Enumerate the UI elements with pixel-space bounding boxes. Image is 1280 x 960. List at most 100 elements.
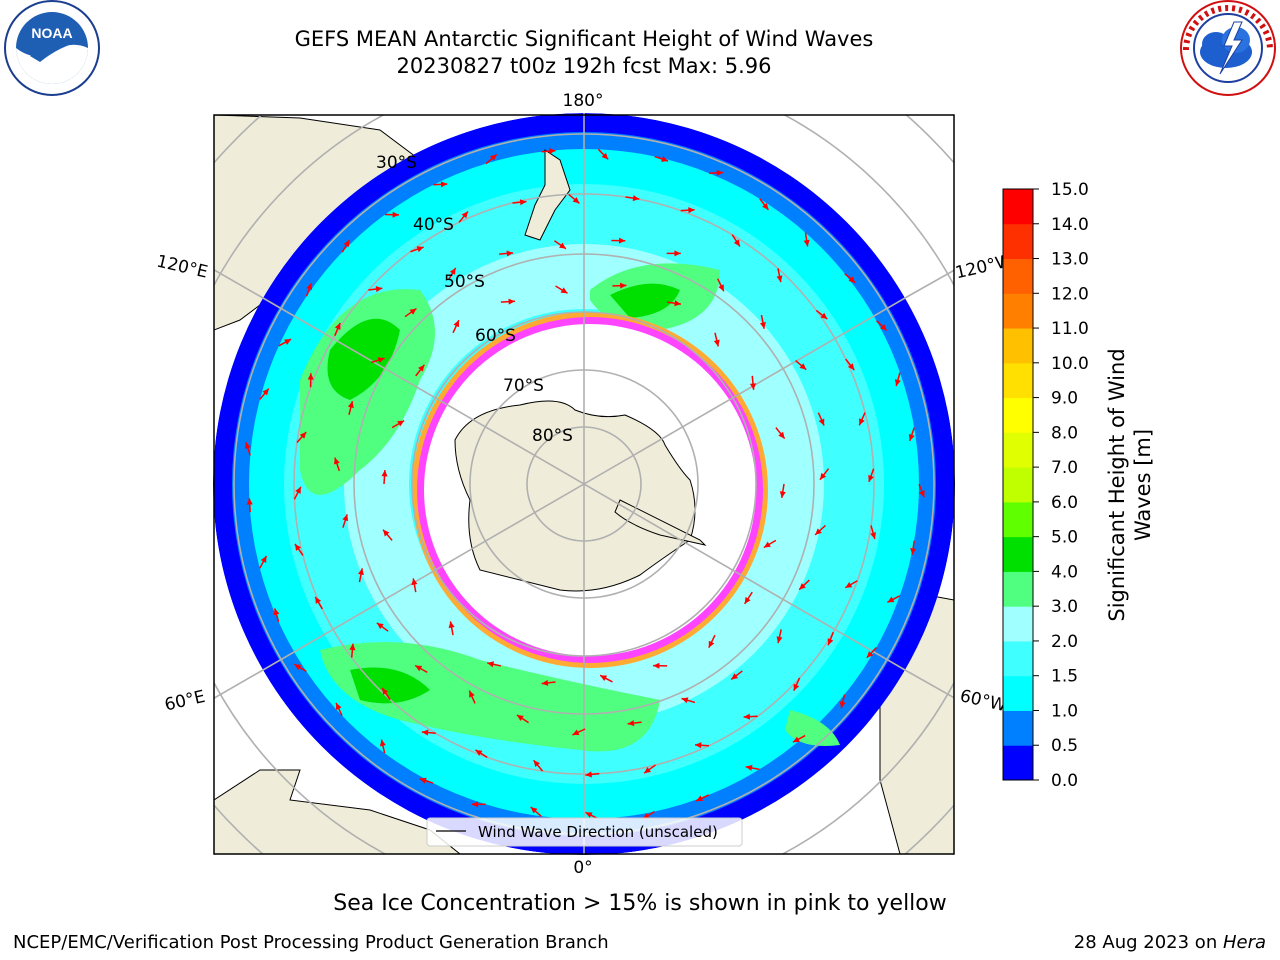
wave-direction-arrowhead — [619, 282, 627, 289]
wave-direction-arrowhead — [674, 300, 681, 307]
noaa-logo-text: NOAA — [31, 25, 72, 41]
lat-label-70s: 70°S — [503, 376, 544, 396]
wave-direction-arrowhead — [848, 276, 856, 283]
wind-wave-arrows — [244, 148, 925, 820]
wave-direction-arrowhead — [618, 237, 626, 244]
colorbar-tick-label: 12.0 — [1051, 284, 1089, 304]
wave-direction-arrowhead — [887, 596, 895, 603]
colorbar-tick-label: 11.0 — [1051, 319, 1089, 339]
lat-label-80s: 80°S — [532, 426, 573, 446]
colorbar-frame — [1002, 188, 1034, 781]
wave-direction-arrowhead — [716, 169, 724, 176]
wave-direction-arrowhead — [419, 777, 427, 784]
colorbar-tick-label: 14.0 — [1051, 215, 1089, 235]
wave-direction-arrowhead — [694, 742, 702, 749]
wave-direction-arrowhead — [448, 621, 455, 629]
wave-direction-arrowhead — [776, 636, 783, 644]
wave-direction-arrowhead — [848, 363, 855, 371]
wave-direction-arrowhead — [357, 568, 364, 576]
wave-direction-arrowhead — [453, 320, 460, 328]
wave-direction-arrowhead — [763, 541, 771, 548]
wave-direction-arrowhead — [868, 474, 874, 482]
colorbar-segment — [1003, 675, 1033, 711]
wave-direction-arrowhead — [627, 720, 635, 727]
map-title: GEFS MEAN Antarctic Significant Height o… — [294, 27, 874, 51]
wave-direction-arrowhead — [845, 581, 853, 588]
footer-machine: Hera — [1222, 932, 1266, 953]
wave-direction-arrowhead — [383, 529, 390, 537]
wave-direction-arrowhead — [489, 154, 497, 161]
colorbar-segment — [1003, 362, 1033, 399]
wave-direction-arrowhead — [375, 286, 383, 293]
wave-direction-arrowhead — [827, 638, 834, 646]
colorbar-segment — [1003, 258, 1033, 294]
wave-direction-arrowhead — [334, 457, 340, 465]
wave-direction-arrowhead — [803, 239, 810, 247]
colorbar-segment — [1003, 293, 1033, 329]
lat-label-60s: 60°S — [475, 326, 516, 346]
lon-label-120e: 120°E — [155, 252, 210, 283]
wave-direction-arrowhead — [418, 364, 425, 372]
colorbar: 0.0 0.5 1.0 1.5 2.0 3.0 4.0 5.0 6.0 7.0 8.0 9.0 10.0… — [1002, 180, 1089, 791]
wave-direction-arrowhead — [674, 250, 681, 257]
wave-direction-arrowhead — [759, 322, 766, 329]
wave-direction-arrowhead — [572, 729, 580, 736]
wave-direction-arrowhead — [294, 543, 302, 551]
wave-direction-arrowhead — [559, 242, 566, 249]
colorbar-tick-label: 0.0 — [1051, 771, 1078, 791]
legend-label: Wind Wave Direction (unscaled) — [478, 823, 718, 841]
colorbar-tick-label: 6.0 — [1051, 493, 1078, 513]
colorbar-segment — [1003, 223, 1033, 260]
map-subtitle: 20230827 t00z 192h fcst Max: 5.96 — [396, 54, 772, 78]
wave-patch-indian — [300, 289, 435, 495]
colorbar-segment — [1003, 189, 1033, 225]
lat-label-50s: 50°S — [444, 272, 485, 292]
sea-ice-note: Sea Ice Concentration > 15% is shown in … — [333, 891, 947, 916]
wave-direction-arrowhead — [879, 323, 887, 331]
wave-direction-arrowhead — [743, 713, 751, 720]
new-zealand-land — [524, 149, 571, 241]
colorbar-segment — [1003, 710, 1033, 746]
wave-direction-arrowhead — [745, 764, 753, 771]
wave-direction-arrowhead — [421, 729, 429, 736]
wave-direction-arrowhead — [601, 152, 609, 160]
wave-direction-arrowhead — [246, 498, 253, 505]
wave-direction-arrowhead — [411, 578, 418, 586]
wave-direction-arrowhead — [572, 197, 580, 204]
wave-direction-arrowhead — [919, 490, 925, 498]
wave-direction-arrowhead — [347, 401, 354, 409]
wave-direction-arrowhead — [415, 665, 423, 672]
wave-direction-arrowhead — [506, 250, 514, 257]
noaa-logo: NOAA — [4, 0, 100, 96]
colorbar-segment — [1003, 432, 1033, 468]
wave-direction-arrowhead — [792, 736, 800, 743]
wave-direction-arrowhead — [819, 472, 827, 480]
wave-direction-arrowhead — [471, 801, 479, 808]
wave-direction-arrowhead — [307, 373, 314, 380]
wave-direction-arrowhead — [334, 322, 341, 330]
colorbar-segment — [1003, 467, 1033, 503]
colorbar-tick-label: 1.0 — [1051, 701, 1078, 721]
wave-direction-arrowhead — [397, 420, 405, 427]
wave-direction-arrowhead — [260, 555, 267, 563]
wave-direction-arrowhead — [376, 622, 384, 630]
colorbar-segment — [1003, 640, 1033, 677]
wave-direction-arrowhead — [696, 795, 704, 801]
wave-direction-arrowhead — [416, 246, 424, 253]
wave-direction-arrowhead — [533, 760, 540, 767]
wave-direction-arrowhead — [560, 287, 568, 294]
wave-direction-arrowhead — [508, 298, 515, 305]
wave-direction-arrowhead — [377, 357, 385, 364]
lat-label-40s: 40°S — [413, 215, 454, 235]
wave-direction-arrowhead — [343, 240, 350, 248]
wave-direction-arrowhead — [299, 431, 307, 439]
wave-direction-arrowhead — [487, 661, 495, 668]
colorbar-tick-label: 0.5 — [1051, 736, 1078, 756]
colorbar-tick-label: 9.0 — [1051, 389, 1078, 409]
wave-direction-arrowhead — [549, 148, 556, 155]
wave-direction-arrowhead — [661, 156, 669, 162]
wave-direction-arrowhead — [744, 596, 751, 604]
colorbar-label-line1: Significant Height of Wind — [1105, 348, 1129, 621]
nws-logo — [1180, 0, 1276, 96]
wave-direction-arrowhead — [778, 431, 785, 439]
